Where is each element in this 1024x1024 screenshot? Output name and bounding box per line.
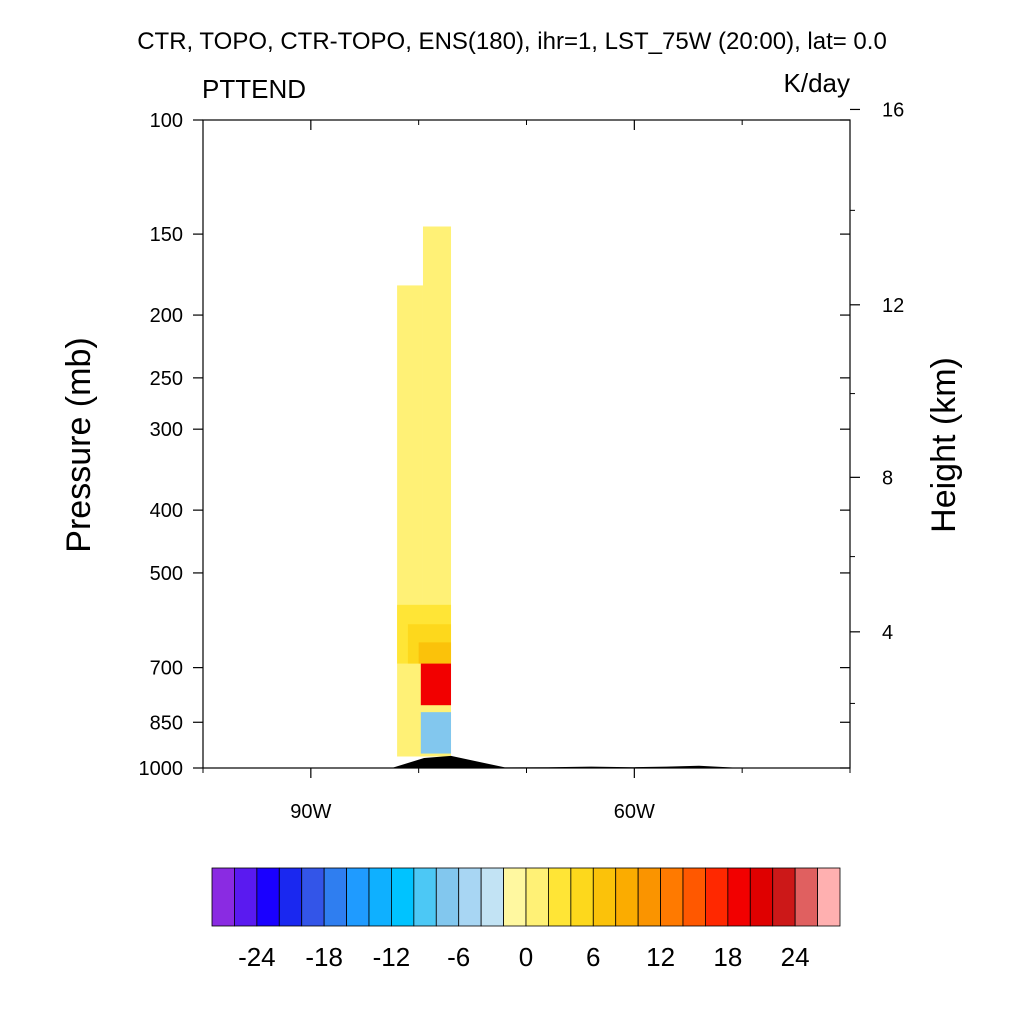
y-axis-right-label: Height (km) — [925, 357, 963, 533]
y-right-tick-label: 12 — [882, 295, 904, 317]
y-tick-label: 400 — [150, 500, 183, 522]
y-tick-label: 1000 — [139, 758, 184, 780]
y-tick-label: 500 — [150, 563, 183, 585]
colorbar-swatch — [435, 867, 460, 927]
colorbar-swatch — [323, 867, 347, 927]
y-tick-label: 700 — [150, 658, 183, 680]
colorbar-swatch — [234, 867, 258, 927]
plot-frame — [202, 119, 851, 769]
colorbar-swatch — [794, 867, 818, 927]
field-cell — [420, 663, 452, 706]
y-axis: 100 150 200 250 300 400 500 700 850 1000 — [139, 110, 850, 780]
heatmap-field — [397, 226, 452, 757]
colorbar-swatch — [660, 867, 684, 927]
y-tick-label: 200 — [150, 305, 183, 327]
colorbar-swatch — [705, 867, 729, 927]
colorbar-swatch — [615, 867, 639, 927]
colorbar-swatch — [301, 867, 325, 927]
colorbar-tick-label: -24 — [238, 942, 276, 972]
y-tick-label: 150 — [150, 224, 183, 246]
colorbar-swatch — [749, 867, 774, 927]
x-axis: 90W 60W — [202, 120, 851, 823]
units-label: K/day — [784, 68, 851, 98]
colorbar-tick-label: -12 — [373, 942, 411, 972]
y-tick-label: 250 — [150, 368, 183, 390]
y-axis-right: 4 8 12 16 — [850, 99, 904, 704]
x-tick-label: 90W — [290, 801, 331, 823]
colorbar-swatch — [525, 867, 549, 927]
colorbar-tick-label: -6 — [447, 942, 470, 972]
colorbar-swatch — [570, 867, 594, 927]
colorbar-tick-label: 0 — [519, 942, 533, 972]
field-cell — [418, 642, 452, 664]
y-tick-label: 850 — [150, 712, 183, 734]
colorbar-swatch — [503, 867, 527, 927]
colorbar-tick-label: 24 — [781, 942, 810, 972]
field-cell — [420, 712, 452, 754]
colorbar-swatch — [817, 867, 841, 927]
colorbar-swatch — [391, 867, 415, 927]
colorbar-swatch — [368, 867, 392, 927]
colorbar-swatch — [548, 867, 572, 927]
y-axis-label: Pressure (mb) — [60, 337, 98, 552]
terrain-shape — [391, 755, 850, 768]
colorbar-swatch — [772, 867, 796, 927]
y-right-tick-label: 16 — [882, 99, 904, 121]
colorbar-swatch — [727, 867, 751, 927]
y-tick-label: 300 — [150, 419, 183, 441]
colorbar-tick-label: 18 — [713, 942, 742, 972]
colorbar-swatch — [458, 867, 482, 927]
y-tick-label: 100 — [150, 110, 183, 132]
colorbar-swatch — [637, 867, 661, 927]
field-cell — [397, 285, 423, 757]
colorbar-swatch — [278, 867, 303, 927]
colorbar-swatch — [592, 867, 617, 927]
colorbar: -24 -18 -12 -6 0 6 12 18 24 — [211, 867, 841, 972]
x-tick-label: 60W — [614, 801, 655, 823]
y-right-tick-label: 8 — [882, 467, 893, 489]
colorbar-swatch — [346, 867, 370, 927]
y-right-tick-label: 4 — [882, 622, 893, 644]
colorbar-swatch — [480, 867, 504, 927]
colorbar-swatch — [413, 867, 437, 927]
chart-title: CTR, TOPO, CTR-TOPO, ENS(180), ihr=1, LS… — [137, 28, 887, 55]
colorbar-swatch — [682, 867, 706, 927]
colorbar-tick-label: -18 — [305, 942, 343, 972]
colorbar-tick-label: 12 — [646, 942, 675, 972]
variable-label: PTTEND — [202, 74, 306, 104]
colorbar-swatch — [211, 867, 235, 927]
colorbar-swatch — [256, 867, 280, 927]
terrain — [391, 755, 850, 768]
colorbar-tick-label: 6 — [586, 942, 600, 972]
